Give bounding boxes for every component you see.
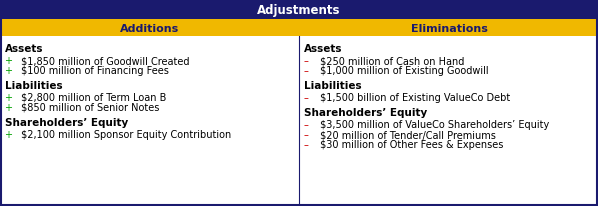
- Text: $20 million of Tender/Call Premiums: $20 million of Tender/Call Premiums: [317, 129, 496, 139]
- Text: $250 million of Cash on Hand: $250 million of Cash on Hand: [317, 56, 465, 66]
- FancyBboxPatch shape: [0, 20, 598, 37]
- Text: Assets: Assets: [5, 44, 44, 54]
- Text: $30 million of Other Fees & Expenses: $30 million of Other Fees & Expenses: [317, 139, 504, 149]
- Text: –: –: [304, 92, 312, 103]
- Text: Liabilities: Liabilities: [5, 81, 63, 91]
- Text: $1,850 million of Goodwill Created: $1,850 million of Goodwill Created: [18, 56, 190, 66]
- Text: +: +: [5, 103, 16, 112]
- Text: –: –: [304, 129, 312, 139]
- Text: +: +: [5, 66, 16, 76]
- Text: +: +: [5, 129, 16, 139]
- Text: Assets: Assets: [304, 44, 343, 54]
- Text: $2,800 million of Term Loan B: $2,800 million of Term Loan B: [18, 92, 166, 103]
- Text: Liabilities: Liabilities: [304, 81, 362, 91]
- Text: $100 million of Financing Fees: $100 million of Financing Fees: [18, 66, 169, 76]
- Text: $2,100 million Sponsor Equity Contribution: $2,100 million Sponsor Equity Contributi…: [18, 129, 231, 139]
- Text: Shareholders’ Equity: Shareholders’ Equity: [5, 117, 128, 127]
- Text: –: –: [304, 66, 312, 76]
- Text: $1,000 million of Existing Goodwill: $1,000 million of Existing Goodwill: [317, 66, 489, 76]
- Text: –: –: [304, 119, 312, 129]
- Text: +: +: [5, 56, 16, 66]
- Text: $1,500 billion of Existing ValueCo Debt: $1,500 billion of Existing ValueCo Debt: [317, 92, 510, 103]
- Text: $3,500 million of ValueCo Shareholders’ Equity: $3,500 million of ValueCo Shareholders’ …: [317, 119, 549, 129]
- Text: Adjustments: Adjustments: [257, 4, 341, 16]
- Text: $850 million of Senior Notes: $850 million of Senior Notes: [18, 103, 160, 112]
- Text: Shareholders’ Equity: Shareholders’ Equity: [304, 108, 427, 117]
- Text: Eliminations: Eliminations: [411, 23, 487, 33]
- Text: Additions: Additions: [120, 23, 179, 33]
- FancyBboxPatch shape: [0, 0, 598, 20]
- Text: +: +: [5, 92, 16, 103]
- Text: –: –: [304, 139, 312, 149]
- Text: –: –: [304, 56, 312, 66]
